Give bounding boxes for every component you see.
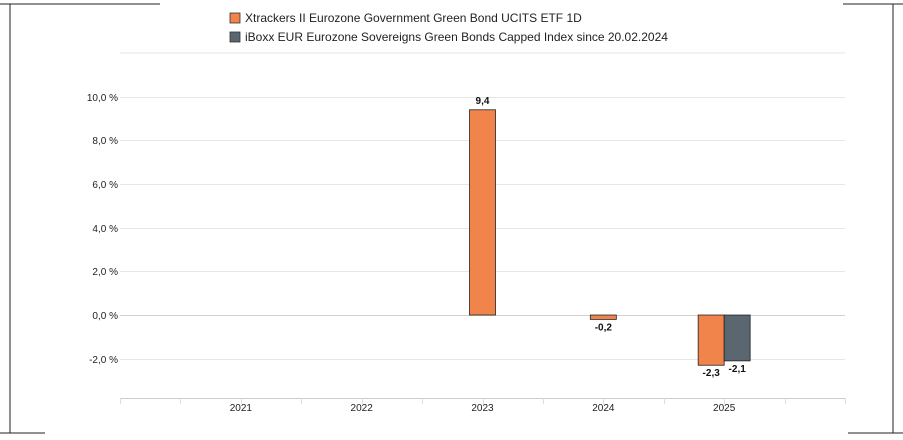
x-tick-label: 2021 [230,403,253,414]
data-label: 9,4 [476,96,490,107]
bar-index-2025 [723,314,751,362]
x-axis: 2021 2022 2023 2024 2025 [120,398,846,414]
y-tick-label: 6,0 % [92,180,118,191]
data-label: -2,1 [729,364,747,375]
bars [469,109,751,366]
y-axis: 10,0 % 8,0 % 6,0 % 4,0 % 2,0 % 0,0 % -2,0 % [87,93,118,366]
x-tick-label: 2024 [592,403,615,414]
legend-swatch-etf [229,12,241,24]
x-tick-label: 2025 [713,403,736,414]
y-tick-label: 0,0 % [92,311,118,322]
y-tick-label: 2,0 % [92,267,118,278]
y-tick-label: 10,0 % [87,93,118,104]
legend-label-etf: Xtrackers II Eurozone Government Green B… [245,11,582,25]
y-tick-label: 4,0 % [92,224,118,235]
legend: Xtrackers II Eurozone Government Green B… [229,11,668,44]
bar-etf-2025 [697,314,725,366]
data-label: -0,2 [595,322,613,333]
y-tick-label: -2,0 % [89,355,118,366]
x-tick-label: 2023 [471,403,494,414]
y-tick-label: 8,0 % [92,136,118,147]
data-labels: 9,4 -0,2 -2,3 -2,1 [476,96,747,379]
bar-etf-2023 [469,109,496,316]
legend-label-index: iBoxx EUR Eurozone Sovereigns Green Bond… [245,30,668,44]
legend-swatch-index [229,31,241,43]
data-label: -2,3 [703,368,721,379]
x-tick-label: 2022 [351,403,374,414]
bar-etf-2024 [589,314,617,320]
